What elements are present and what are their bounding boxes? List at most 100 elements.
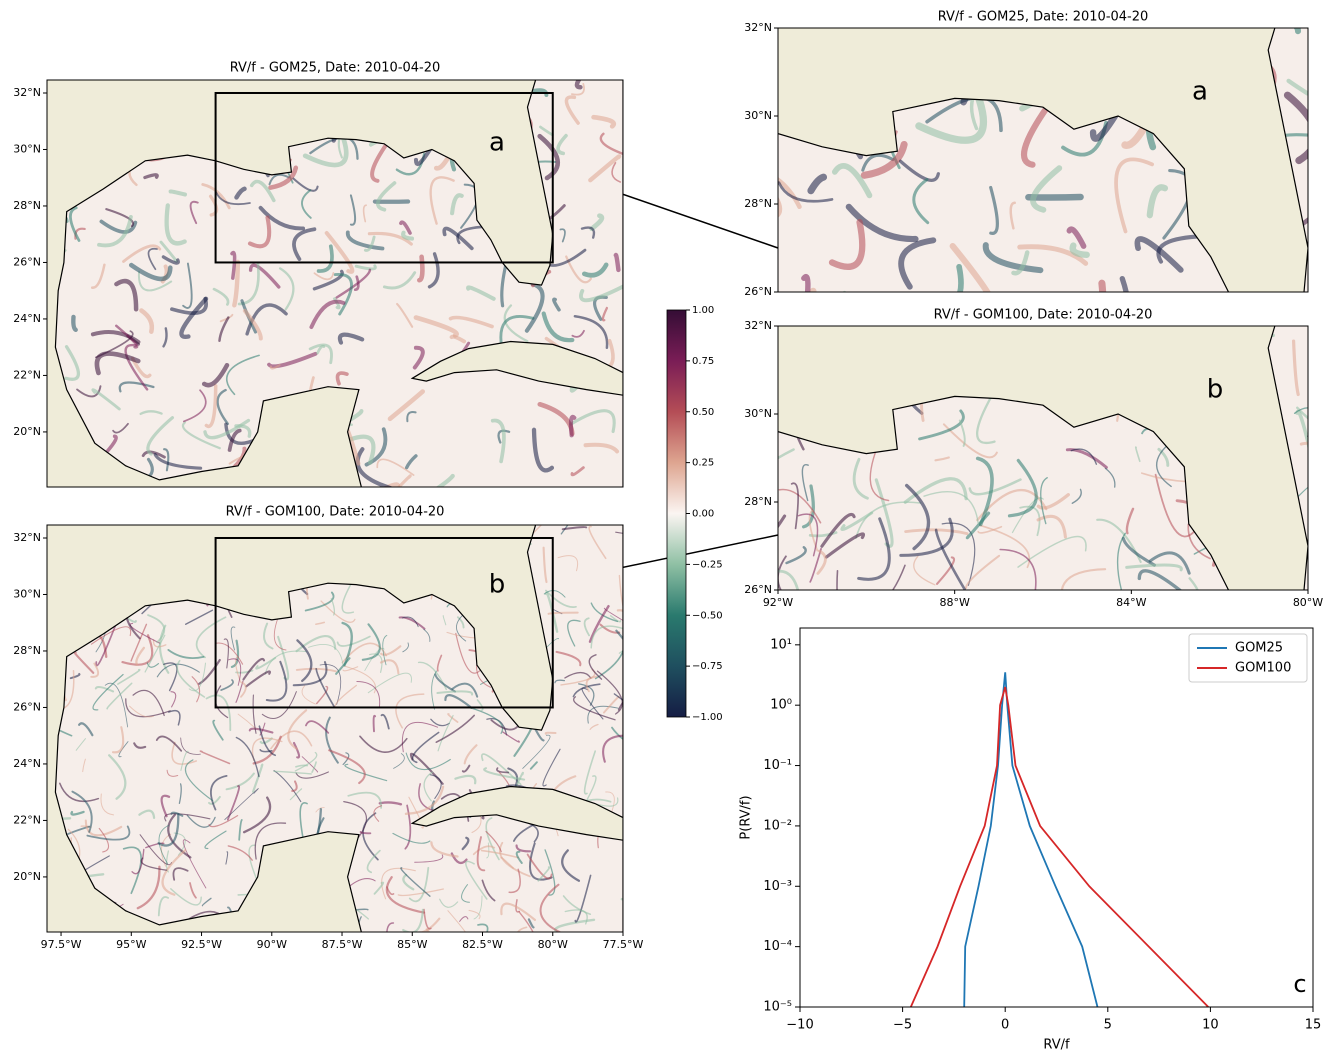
eddy-filament — [1299, 440, 1308, 446]
eddy-filament — [333, 273, 353, 316]
eddy-filament — [461, 836, 470, 851]
colorbar-tick-label: 0.00 — [692, 509, 714, 520]
eddy-filament — [1198, 0, 1209, 20]
eddy-filament — [1237, 692, 1261, 744]
eddy-filament — [212, 719, 224, 741]
eddy-filament — [258, 205, 306, 231]
eddy-filament — [242, 308, 263, 341]
eddy-filament — [601, 306, 609, 322]
eddy-filament — [761, 783, 794, 810]
eddy-filament — [64, 345, 81, 381]
eddy-filament — [1155, 697, 1186, 708]
y-axis-label: P(RV/f) — [739, 795, 754, 839]
eddy-filament — [483, 767, 526, 781]
eddy-filament — [1027, 743, 1039, 767]
eddy-filament — [811, 637, 846, 698]
eddy-filament — [248, 844, 258, 880]
eddy-filament — [139, 308, 155, 334]
eddy-filament — [111, 726, 125, 754]
eddy-filament — [370, 142, 389, 183]
eddy-filament — [461, 764, 471, 773]
eddy-filament — [447, 713, 459, 723]
eddy-filament — [408, 866, 430, 903]
eddy-filament — [133, 742, 147, 749]
eddy-filament — [583, 750, 596, 795]
eddy-filament — [709, 348, 763, 370]
eddy-filament — [412, 345, 425, 370]
eddy-filament — [704, 757, 739, 823]
eddy-filament — [451, 682, 479, 698]
eddy-filament — [309, 299, 346, 330]
eddy-filament — [167, 649, 205, 660]
eddy-filament — [1070, 448, 1098, 465]
eddy-filament — [402, 873, 415, 891]
eddy-filament — [104, 434, 118, 454]
eddy-filament — [114, 278, 139, 312]
eddy-filament — [556, 32, 576, 68]
eddy-filament — [1088, 629, 1129, 675]
eddy-filament — [507, 767, 519, 787]
eddy-filament — [801, 484, 815, 529]
eddy-filament — [273, 770, 312, 775]
eddy-filament — [278, 267, 295, 311]
eddy-filament — [837, 679, 851, 721]
eddy-filament — [1091, 820, 1135, 832]
eddy-filament — [367, 231, 413, 246]
eddy-filament — [609, 0, 618, 10]
eddy-filament — [1040, 477, 1048, 525]
eddy-filament — [131, 848, 145, 875]
eddy-filament — [144, 634, 166, 673]
eddy-filament — [313, 272, 335, 281]
eddy-filament — [208, 194, 219, 217]
eddy-filament — [386, 922, 395, 932]
eddy-filament — [182, 421, 221, 450]
eddy-filament — [1238, 685, 1252, 711]
eddy-filament — [545, 589, 577, 608]
colorbar-tick-label: 1.00 — [692, 305, 714, 316]
eddy-filament — [401, 616, 419, 628]
eddy-filament — [302, 136, 349, 168]
eddy-filament — [1134, 446, 1141, 463]
panel-label: c — [1293, 970, 1306, 998]
eddy-filament — [689, 885, 704, 914]
eddy-filament — [118, 741, 129, 758]
eddy-filament — [242, 657, 266, 681]
eddy-filament — [1001, 583, 1052, 643]
eddy-filament — [539, 883, 562, 932]
eddy-filament — [1005, 635, 1078, 660]
eddy-filament — [701, 814, 704, 847]
eddy-filament — [615, 629, 623, 654]
eddy-filament — [1322, 271, 1332, 320]
eddy-filament — [130, 623, 148, 662]
eddy-filament — [852, 457, 869, 500]
eddy-filament — [153, 453, 203, 470]
eddy-filament — [1166, 793, 1175, 810]
eddy-filament — [702, 688, 719, 698]
eddy-filament — [643, 124, 663, 172]
cuba — [410, 340, 623, 396]
eddy-filament — [845, 203, 919, 243]
eddy-filament — [308, 343, 333, 365]
eddy-filament — [588, 154, 622, 183]
eddy-filament — [899, 517, 954, 557]
eddy-filament — [590, 625, 623, 649]
eddy-filament — [227, 428, 242, 452]
eddy-filament — [965, 511, 991, 540]
eddy-filament — [686, 523, 752, 543]
eddy-filament — [78, 722, 94, 737]
eddy-filament — [778, 488, 822, 524]
series-line — [909, 686, 1209, 1008]
eddy-filament — [59, 782, 100, 803]
eddy-filament — [472, 845, 496, 856]
x-tick-label: 95°W — [116, 938, 146, 951]
eddy-filament — [798, 901, 808, 940]
eddy-filament — [346, 434, 376, 465]
coastline — [778, 28, 1308, 292]
eddy-filament — [1047, 926, 1058, 992]
eddy-filament — [347, 791, 383, 809]
eddy-filament — [1104, 467, 1116, 488]
eddy-filament — [170, 811, 184, 817]
eddy-filament — [247, 215, 272, 249]
eddy-filament — [316, 685, 329, 705]
eddy-filament — [911, 738, 922, 793]
